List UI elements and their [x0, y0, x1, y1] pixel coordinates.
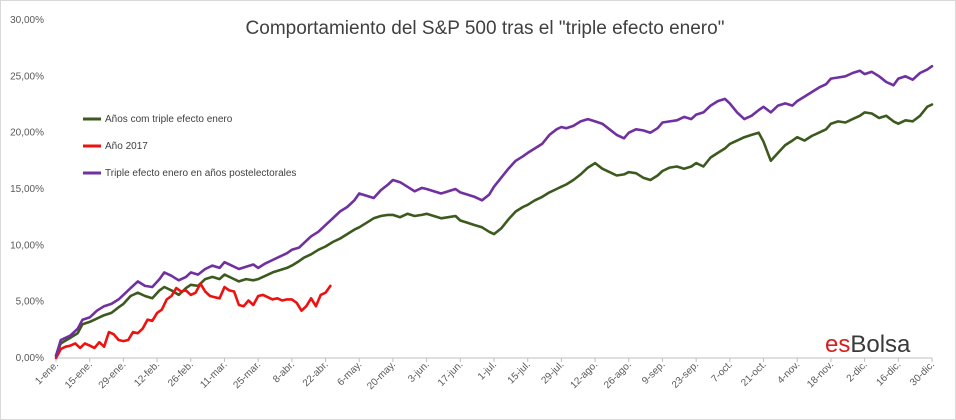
series-lines — [54, 64, 934, 360]
watermark-bolsa: Bolsa — [850, 331, 911, 358]
svg-text:esBolsa: esBolsa — [825, 331, 911, 358]
chart-title: Comportamiento del S&P 500 tras el "trip… — [246, 18, 725, 39]
y-axis-ticks: 0,00% 5,00% 10,00% 15,00% 20,00% 25,00% 30,00% — [10, 15, 44, 364]
y-tick-label: 5,00% — [16, 297, 44, 308]
watermark-es: es — [825, 331, 850, 358]
y-tick-label: 30,00% — [10, 15, 44, 26]
y-tick-label: 15,00% — [10, 184, 44, 195]
legend: Años com triple efecto enero Año 2017 Tr… — [83, 114, 296, 179]
y-tick-label: 0,00% — [16, 353, 44, 364]
esbolsa-watermark: esBolsa — [825, 331, 911, 358]
series-line-2 — [54, 64, 934, 358]
legend-label-2: Triple efecto enero en años postelectora… — [105, 168, 296, 179]
series-line-0 — [54, 103, 934, 358]
y-tick-label: 20,00% — [10, 128, 44, 139]
y-tick-label: 25,00% — [10, 71, 44, 82]
series-line-1 — [54, 282, 332, 360]
legend-label-0: Años com triple efecto enero — [105, 114, 233, 125]
y-tick-label: 10,00% — [10, 240, 44, 251]
legend-label-1: Año 2017 — [105, 141, 148, 152]
